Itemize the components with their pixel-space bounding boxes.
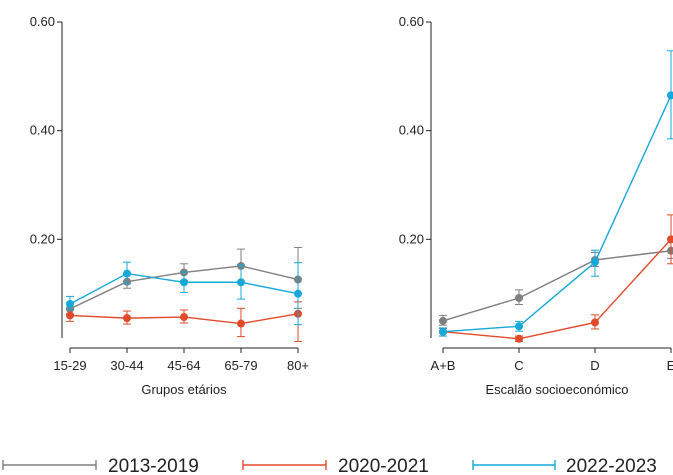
socioeconomic-panel: 0.20 0.40 0.60 A+B C D E Escalão socioeconómico [399, 14, 673, 397]
ses-series-line-20222023 [442, 95, 672, 333]
ses-data-point-20202021 [591, 318, 599, 327]
ses-x-tick-label: E [667, 358, 673, 373]
age-data-point-20202021 [237, 319, 245, 328]
ses-data-point-20222023 [667, 91, 673, 100]
ses-x-tick-label: C [514, 358, 523, 373]
ses-data-point-20132019 [515, 294, 523, 303]
age-y-tick-label: 0.20 [30, 231, 55, 246]
ses-data-point-20222023 [439, 327, 447, 336]
ses-series-line-20132019 [442, 250, 672, 322]
ses-data-point-20132019 [667, 246, 673, 255]
age-data-point-20222023 [294, 289, 302, 298]
legend-label-20132019: 2013-2019 [108, 456, 199, 475]
ses-data-point-20222023 [515, 322, 523, 331]
age-x-tick-label: 15-29 [53, 358, 86, 373]
ses-series-line-20202021 [442, 238, 672, 340]
ses-y-tick-label: 0.40 [399, 123, 424, 138]
ses-x-tick-label: A+B [431, 358, 456, 373]
age-y-tick-label: 0.40 [30, 123, 55, 138]
ses-y-tick-label: 0.60 [399, 14, 424, 29]
legend-label-20222023: 2022-2023 [566, 456, 657, 475]
age-x-tick-label: 65-79 [224, 358, 257, 373]
age-data-point-20222023 [237, 278, 245, 287]
age-x-tick-label: 45-64 [167, 358, 200, 373]
age-data-point-20202021 [123, 314, 131, 323]
ses-data-point-20132019 [439, 316, 447, 325]
ses-x-tick-label: D [590, 358, 599, 373]
legend-label-20202021: 2020-2021 [338, 456, 429, 475]
age-data-point-20202021 [66, 311, 74, 320]
age-x-axis-title: Grupos etários [141, 382, 227, 397]
age-x-tick-label: 80+ [287, 358, 309, 373]
age-data-point-20222023 [180, 278, 188, 287]
age-y-tick-label: 0.60 [30, 14, 55, 29]
age-data-point-20222023 [123, 269, 131, 278]
ses-data-point-20202021 [667, 235, 673, 244]
ses-data-point-20202021 [515, 334, 523, 343]
legend: 2013-2019 2020-2021 2022-2023 [2, 456, 657, 475]
age-group-panel: 0.20 0.40 0.60 15-29 30-44 45-64 65-79 80+ Grupo… [30, 14, 309, 397]
age-x-tick-label: 30-44 [110, 358, 143, 373]
age-data-point-20222023 [66, 299, 74, 308]
ses-x-axis-title: Escalão socioeconómico [485, 382, 628, 397]
age-data-point-20202021 [180, 313, 188, 322]
ses-y-tick-label: 0.20 [399, 231, 424, 246]
ses-data-point-20222023 [591, 258, 599, 267]
